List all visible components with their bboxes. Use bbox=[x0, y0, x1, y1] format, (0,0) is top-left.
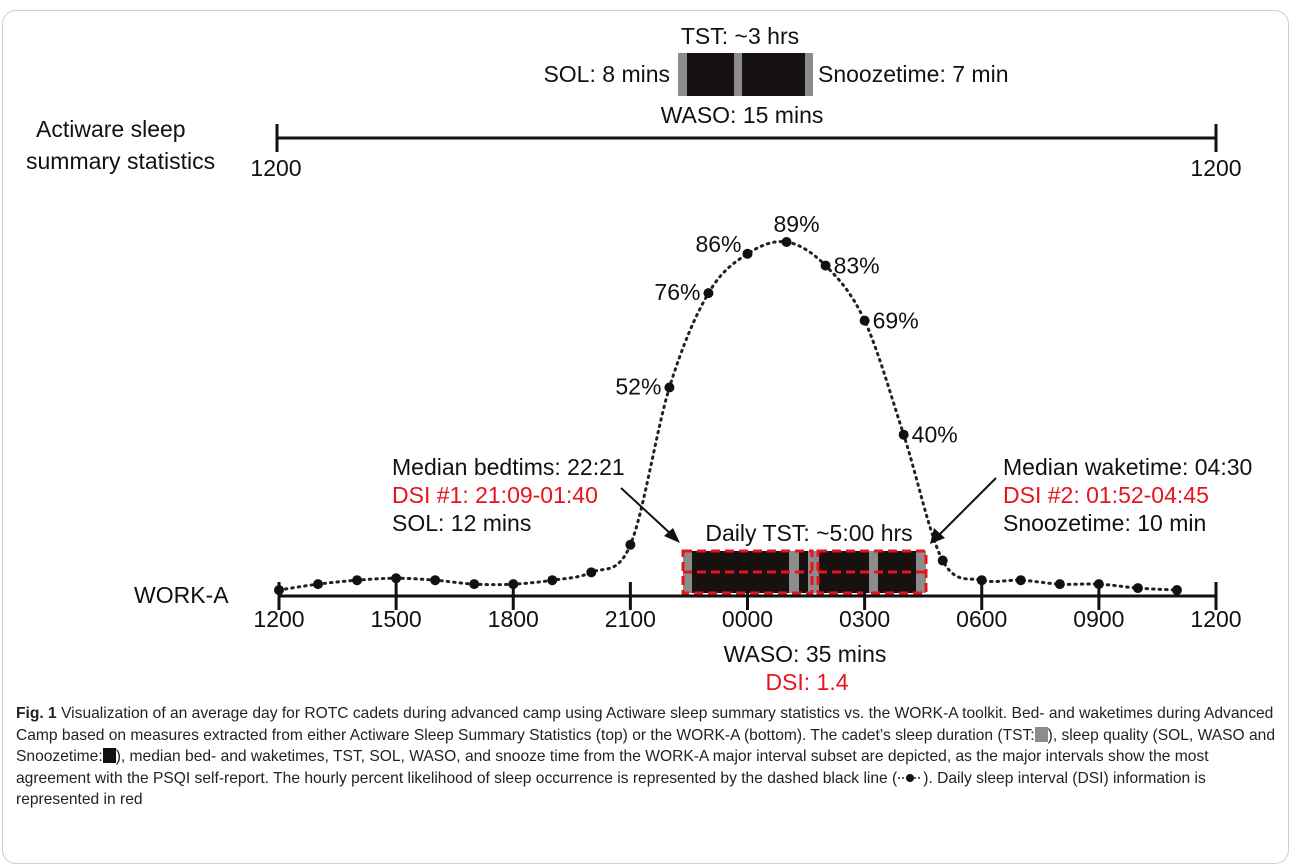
point-value-label: 40% bbox=[912, 422, 958, 448]
median-bedtime-label: Median bedtims: 22:21 bbox=[392, 454, 625, 480]
axis-tick-label: 0900 bbox=[1073, 606, 1124, 632]
caption-text-4: ). Daily sleep interval (DSI) informatio… bbox=[16, 769, 1206, 809]
actiware-waso-label: WASO: 15 mins bbox=[661, 102, 824, 128]
actiware-label-line2: summary statistics bbox=[26, 148, 215, 174]
point-value-label: 83% bbox=[834, 253, 880, 279]
point-value-label: 89% bbox=[774, 211, 820, 237]
dsi-2-box bbox=[816, 549, 928, 595]
work-a-label: WORK-A bbox=[134, 582, 229, 608]
data-point bbox=[430, 575, 441, 586]
figure-canvas: TST: ~3 hrs SOL: 8 mins Snoozetime: 7 mi… bbox=[26, 23, 1252, 695]
grey-swatch-icon bbox=[1034, 726, 1048, 742]
actiware-tst-label: TST: ~3 hrs bbox=[681, 23, 799, 49]
actiware-tick-label-left: 1200 bbox=[250, 155, 301, 181]
axis-tick-label: 0300 bbox=[839, 606, 890, 632]
data-point bbox=[1093, 579, 1104, 590]
data-point bbox=[469, 579, 480, 590]
data-point bbox=[391, 573, 402, 584]
dotted-line-legend-icon bbox=[898, 773, 923, 782]
actiware-waso-segment bbox=[734, 53, 742, 96]
sleep-likelihood-labels: 52% 76% 86% 89% 83% 69% 40% bbox=[615, 211, 957, 448]
axis-tick-label: 2100 bbox=[605, 606, 656, 632]
waketime-arrowhead bbox=[930, 528, 945, 544]
axis-tick-label: 0000 bbox=[722, 606, 773, 632]
dsi-1-label: DSI #1: 21:09-01:40 bbox=[392, 482, 598, 508]
actiware-snooze-segment bbox=[805, 53, 813, 96]
data-point bbox=[625, 539, 636, 550]
axis-tick-label: 1200 bbox=[253, 606, 304, 632]
actiware-tick-label-right: 1200 bbox=[1190, 155, 1241, 181]
work-a-waso-segment bbox=[869, 551, 878, 593]
sleep-likelihood-points bbox=[274, 237, 1182, 596]
data-point bbox=[703, 288, 714, 299]
bedtime-arrowhead bbox=[664, 528, 680, 543]
data-point bbox=[586, 567, 597, 578]
work-a-panel: WORK-A 1200 1500 1800 2100 0000 0300 0600 0900 1… bbox=[134, 211, 1252, 695]
actiware-snooze-label: Snoozetime: 7 min bbox=[818, 61, 1008, 87]
waketime-arrow bbox=[937, 477, 997, 537]
data-point bbox=[781, 237, 792, 247]
dsi-2-label: DSI #2: 01:52-04:45 bbox=[1003, 482, 1209, 508]
caption-text-2: ), sleep quality (SOL, WASO and Snoozeti… bbox=[16, 726, 1275, 766]
data-point bbox=[1015, 575, 1026, 586]
point-value-label: 86% bbox=[695, 231, 741, 257]
dsi-value-label: DSI: 1.4 bbox=[765, 669, 848, 695]
data-point bbox=[1171, 585, 1182, 596]
axis-tick-label: 1800 bbox=[488, 606, 539, 632]
data-point bbox=[898, 429, 909, 440]
bedtime-arrow bbox=[620, 487, 673, 536]
data-point bbox=[664, 382, 675, 393]
data-point bbox=[1054, 579, 1065, 590]
data-point bbox=[352, 575, 363, 586]
actiware-sleep-block bbox=[678, 53, 813, 96]
point-value-label: 52% bbox=[615, 374, 661, 400]
data-point bbox=[547, 575, 558, 586]
data-point bbox=[820, 260, 831, 271]
data-point bbox=[508, 579, 519, 590]
point-value-label: 69% bbox=[873, 308, 919, 334]
point-value-label: 76% bbox=[654, 279, 700, 305]
figure-caption: Fig. 1 Visualization of an average day f… bbox=[16, 703, 1278, 811]
bed-sol-label: SOL: 12 mins bbox=[392, 510, 531, 536]
data-point bbox=[976, 575, 987, 586]
actiware-panel: TST: ~3 hrs SOL: 8 mins Snoozetime: 7 mi… bbox=[26, 23, 1242, 181]
work-a-sleep-block bbox=[683, 551, 926, 593]
dsi-1-box bbox=[681, 549, 814, 595]
actiware-sol-segment bbox=[678, 53, 687, 96]
median-waketime-label: Median waketime: 04:30 bbox=[1003, 454, 1252, 480]
work-a-waso-segment bbox=[789, 551, 799, 593]
data-point bbox=[274, 585, 284, 596]
actiware-label-line1: Actiware sleep bbox=[36, 116, 186, 142]
axis-tick-label: 1200 bbox=[1190, 606, 1241, 632]
data-point bbox=[742, 248, 753, 259]
caption-text-1: Visualization of an average day for ROTC… bbox=[16, 705, 1274, 744]
black-swatch-icon bbox=[102, 748, 116, 763]
wake-snooze-label: Snoozetime: 10 min bbox=[1003, 510, 1206, 536]
data-point bbox=[1132, 583, 1143, 594]
figure-frame bbox=[2, 10, 1289, 864]
daily-tst-label: Daily TST: ~5:00 hrs bbox=[705, 520, 912, 546]
caption-text-3: ), median bed- and waketimes, TST, SOL, … bbox=[16, 748, 1209, 787]
data-point bbox=[859, 315, 870, 326]
data-point bbox=[937, 555, 948, 566]
dsi-intervals bbox=[681, 549, 928, 595]
axis-tick-label: 0600 bbox=[956, 606, 1007, 632]
work-a-waso-segment bbox=[808, 551, 819, 593]
actiware-sol-label: SOL: 8 mins bbox=[543, 61, 670, 87]
axis-tick-label: 1500 bbox=[371, 606, 422, 632]
work-a-waso-label: WASO: 35 mins bbox=[724, 641, 887, 667]
work-a-axis-ticks: 1200 1500 1800 2100 0000 0300 0600 0900 1200 bbox=[253, 582, 1242, 632]
figure-number: Fig. 1 bbox=[16, 705, 57, 722]
actiware-sleep-bar bbox=[678, 53, 813, 96]
data-point bbox=[313, 579, 324, 590]
